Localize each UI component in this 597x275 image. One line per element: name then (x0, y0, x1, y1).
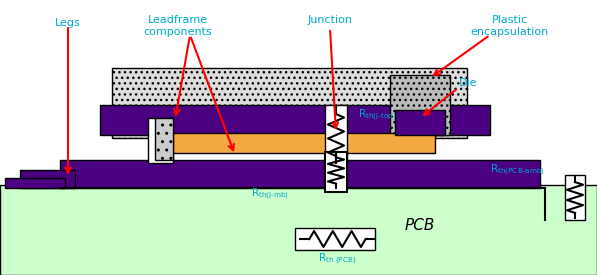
Text: Junction: Junction (307, 15, 352, 25)
Text: R$_{\rm th\ (PCB)}$: R$_{\rm th\ (PCB)}$ (318, 252, 356, 267)
Text: R$_{\rm th(j\text{-}mb)}$: R$_{\rm th(j\text{-}mb)}$ (251, 187, 289, 202)
Bar (100, 105, 490, 135)
Bar (155, 133, 435, 153)
Text: R$_{\rm th(j\text{-}top)}$: R$_{\rm th(j\text{-}top)}$ (358, 108, 396, 123)
Text: Leadframe
components: Leadframe components (144, 15, 213, 37)
Text: PCB: PCB (405, 218, 435, 232)
Text: R$_{\rm th(PCB\text{-}amb)}$: R$_{\rm th(PCB\text{-}amb)}$ (490, 163, 545, 178)
Bar (60, 160, 540, 188)
Bar (5, 178, 65, 188)
Bar (0, 185, 597, 275)
Bar (112, 68, 467, 138)
Bar (325, 152, 347, 192)
Bar (148, 118, 173, 163)
Bar (155, 118, 173, 160)
Bar (395, 110, 445, 135)
Bar (295, 228, 375, 250)
Bar (325, 105, 347, 165)
Bar (565, 175, 585, 220)
Text: Legs: Legs (55, 18, 81, 28)
Text: Plastic
encapsulation: Plastic encapsulation (471, 15, 549, 37)
Bar (390, 75, 450, 135)
Text: Die: Die (458, 78, 477, 88)
Bar (20, 170, 75, 188)
